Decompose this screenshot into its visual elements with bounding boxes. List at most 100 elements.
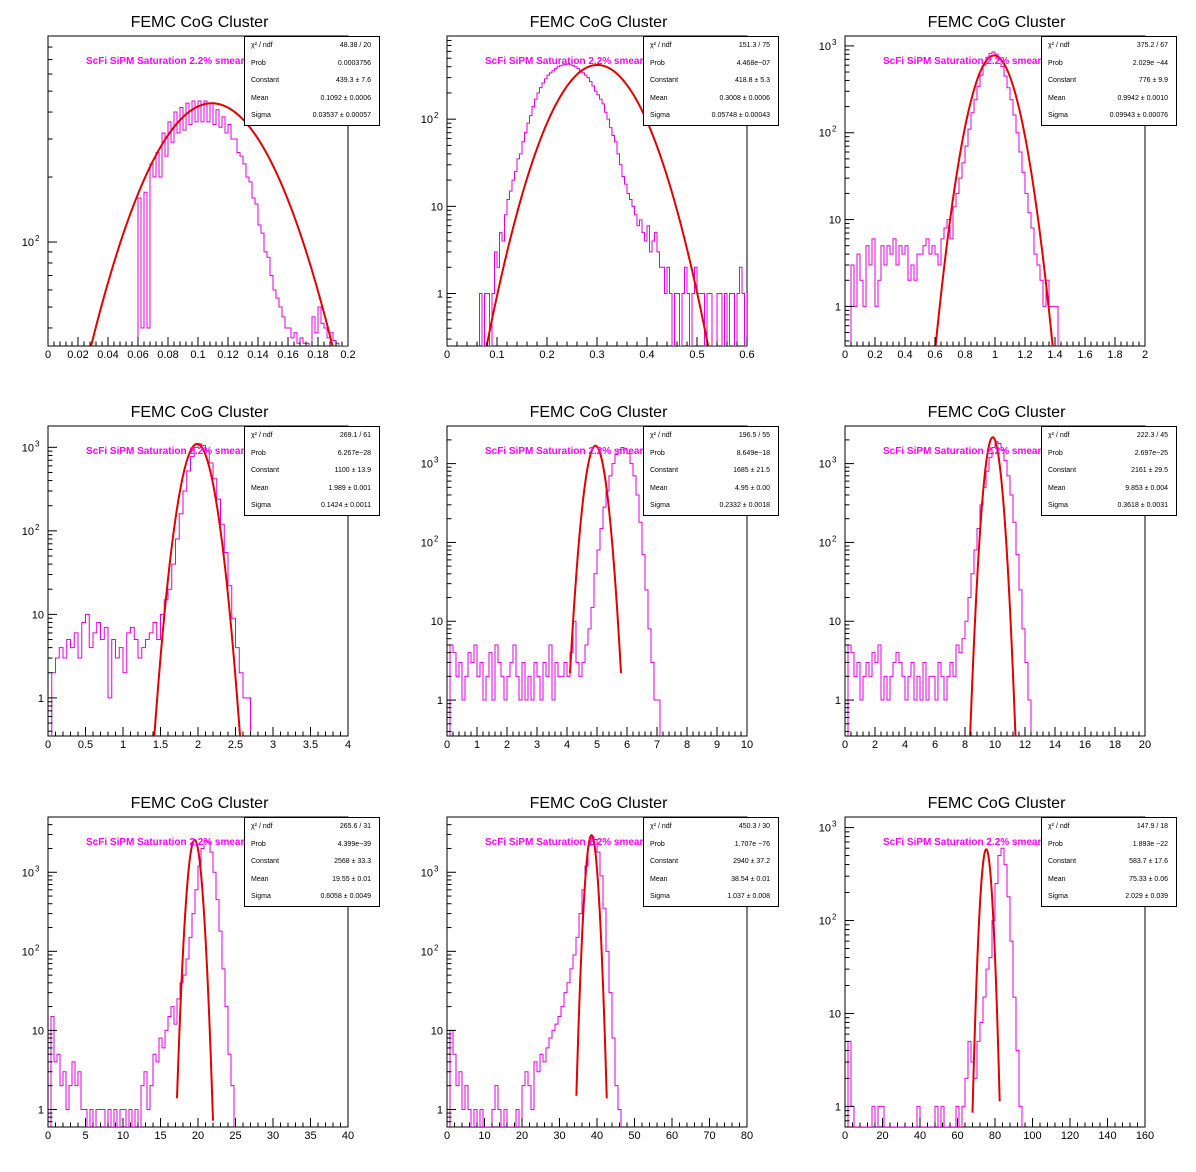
stats-value: 269.1 / 61 — [339, 432, 371, 439]
y-tick-label: 10 — [431, 1025, 443, 1037]
stats-row: χ² / ndf 196.5 / 55 — [644, 427, 778, 445]
stats-value: 2568 ± 33.3 — [334, 858, 371, 866]
fit-stats-box: χ² / ndf 147.9 / 18 Prob 1.893e −22 Constant… — [1041, 817, 1177, 907]
stats-label: Mean — [1048, 94, 1066, 102]
stats-label: χ² / ndf — [251, 823, 273, 830]
stats-label: Sigma — [251, 112, 271, 120]
gaussian-fit-curve — [575, 834, 608, 1099]
y-tick-label: 10 — [421, 537, 433, 549]
stats-value: 196.5 / 55 — [738, 432, 770, 439]
y-tick-exponent: 2 — [434, 111, 439, 120]
stats-row: χ² / ndf 48.38 / 20 — [245, 37, 379, 55]
x-tick-label: 0.06 — [127, 349, 148, 361]
x-tick-label: 160 — [1136, 1130, 1154, 1142]
panel-title: FEMC CoG Cluster — [927, 795, 1066, 812]
x-tick-label: 80 — [741, 1130, 753, 1142]
stats-value: 2.697e−25 — [1134, 449, 1168, 457]
y-tick-exponent: 2 — [832, 913, 837, 922]
stats-row: χ² / ndf 375.2 / 67 — [1042, 37, 1176, 55]
x-tick-label: 18 — [1109, 739, 1121, 751]
stats-value: 0.9942 ± 0.0010 — [1117, 94, 1168, 102]
stats-label: χ² / ndf — [650, 42, 672, 49]
stats-row: Prob 2.029e −44 — [1042, 55, 1176, 73]
y-tick-exponent: 3 — [35, 864, 40, 873]
x-tick-label: 0.04 — [97, 349, 118, 361]
histogram-series — [449, 447, 661, 736]
y-tick-exponent: 3 — [832, 820, 837, 829]
x-tick-label: 14 — [1049, 739, 1061, 751]
x-tick-label: 2 — [872, 739, 878, 751]
y-tick-label: 10 — [22, 867, 34, 879]
gaussian-fit-curve — [90, 102, 334, 346]
x-tick-label: 4 — [345, 739, 351, 751]
x-tick-label: 5 — [82, 1130, 88, 1142]
histogram-panel: 0 1 2 3 4 5 6 7 8 9 10 1 10 10 2 10 3 FEMC CoG Cluster ScF… — [399, 390, 798, 780]
stats-row: Mean 75.33 ± 0.06 — [1042, 871, 1176, 889]
x-tick-label: 2 — [1142, 349, 1148, 361]
y-tick-exponent: 3 — [35, 439, 40, 448]
histogram-panel: 0 20 40 60 80 100 120 140 160 1 10 10 2 10 3 FEMC CoG C… — [797, 781, 1196, 1171]
y-tick-label: 10 — [819, 823, 831, 835]
x-tick-label: 0.8 — [957, 349, 972, 361]
stats-label: Constant — [1048, 858, 1077, 866]
y-tick-label: 1 — [437, 1104, 443, 1116]
panel-title: FEMC CoG Cluster — [927, 14, 1066, 31]
histogram-panel: 0 5 10 15 20 25 30 35 40 1 10 10 2 10 3 FEMC CoG Cluste… — [0, 781, 399, 1171]
x-tick-label: 120 — [1061, 1130, 1079, 1142]
x-tick-label: 9 — [714, 739, 720, 751]
x-tick-label: 0.2 — [867, 349, 882, 361]
stats-row: Sigma 0.1424 ± 0.0011 — [245, 497, 379, 515]
x-tick-label: 0 — [842, 1130, 848, 1142]
y-tick-label: 10 — [829, 616, 841, 628]
panel-title: FEMC CoG Cluster — [529, 404, 668, 421]
fit-stats-box: χ² / ndf 151.3 / 75 Prob 4.468e−07 Constant 4… — [643, 36, 779, 126]
stats-label: Sigma — [1048, 112, 1068, 120]
stats-label: Prob — [650, 59, 665, 67]
stats-value: 151.3 / 75 — [738, 42, 770, 49]
stats-row: χ² / ndf 147.9 / 18 — [1042, 818, 1176, 836]
y-tick-exponent: 2 — [832, 534, 837, 543]
stats-label: Mean — [1048, 484, 1066, 492]
stats-row: Sigma 1.037 ± 0.008 — [644, 888, 778, 906]
y-tick-label: 1 — [38, 1104, 44, 1116]
x-tick-label: 30 — [553, 1130, 565, 1142]
x-tick-label: 0 — [444, 739, 450, 751]
stats-row: Prob 4.468e−07 — [644, 55, 778, 73]
x-tick-label: 0.2 — [539, 349, 554, 361]
x-tick-label: 0 — [45, 739, 51, 751]
x-tick-label: 2 — [195, 739, 201, 751]
y-tick-label: 10 — [819, 41, 831, 53]
stats-value: 2.029e −44 — [1132, 59, 1168, 67]
stats-value: 75.33 ± 0.06 — [1129, 875, 1168, 883]
histogram-panel: 0 0.1 0.2 0.3 0.4 0.5 0.6 1 10 10 2 FEMC CoG Cluste… — [399, 0, 798, 390]
y-tick-label: 10 — [431, 616, 443, 628]
stats-row: χ² / ndf 222.3 / 45 — [1042, 427, 1176, 445]
stats-value: 1685 ± 21.5 — [733, 467, 770, 475]
x-tick-label: 1.5 — [153, 739, 168, 751]
stats-value: 2.029 ± 0.039 — [1125, 893, 1168, 901]
y-tick-exponent: 3 — [434, 456, 439, 465]
x-tick-label: 0.2 — [340, 349, 355, 361]
histogram-panel: 0 0.2 0.4 0.6 0.8 1 1.2 1.4 1.6 1.8 2 1 10 10 2 10 3 FEMC… — [797, 0, 1196, 390]
stats-value: 8.649e−18 — [736, 449, 770, 457]
x-tick-label: 0.18 — [307, 349, 328, 361]
y-tick-label: 10 — [829, 1008, 841, 1020]
stats-label: Sigma — [650, 893, 670, 901]
stats-label: Mean — [650, 484, 668, 492]
stats-label: Mean — [251, 94, 269, 102]
x-tick-label: 0.02 — [67, 349, 88, 361]
stats-value: 38.54 ± 0.01 — [731, 875, 770, 883]
stats-value: 776 ± 9.9 — [1138, 77, 1168, 85]
stats-value: 0.2332 ± 0.0018 — [719, 502, 770, 510]
y-tick-exponent: 2 — [434, 943, 439, 952]
stats-value: 19.55 ± 0.01 — [332, 875, 371, 883]
x-tick-label: 40 — [591, 1130, 603, 1142]
x-tick-label: 4 — [564, 739, 570, 751]
y-tick-label: 10 — [32, 1025, 44, 1037]
x-tick-label: 35 — [304, 1130, 316, 1142]
stats-row: Constant 1685 ± 21.5 — [644, 462, 778, 480]
stats-label: Sigma — [1048, 893, 1068, 901]
x-tick-label: 0.1 — [190, 349, 205, 361]
